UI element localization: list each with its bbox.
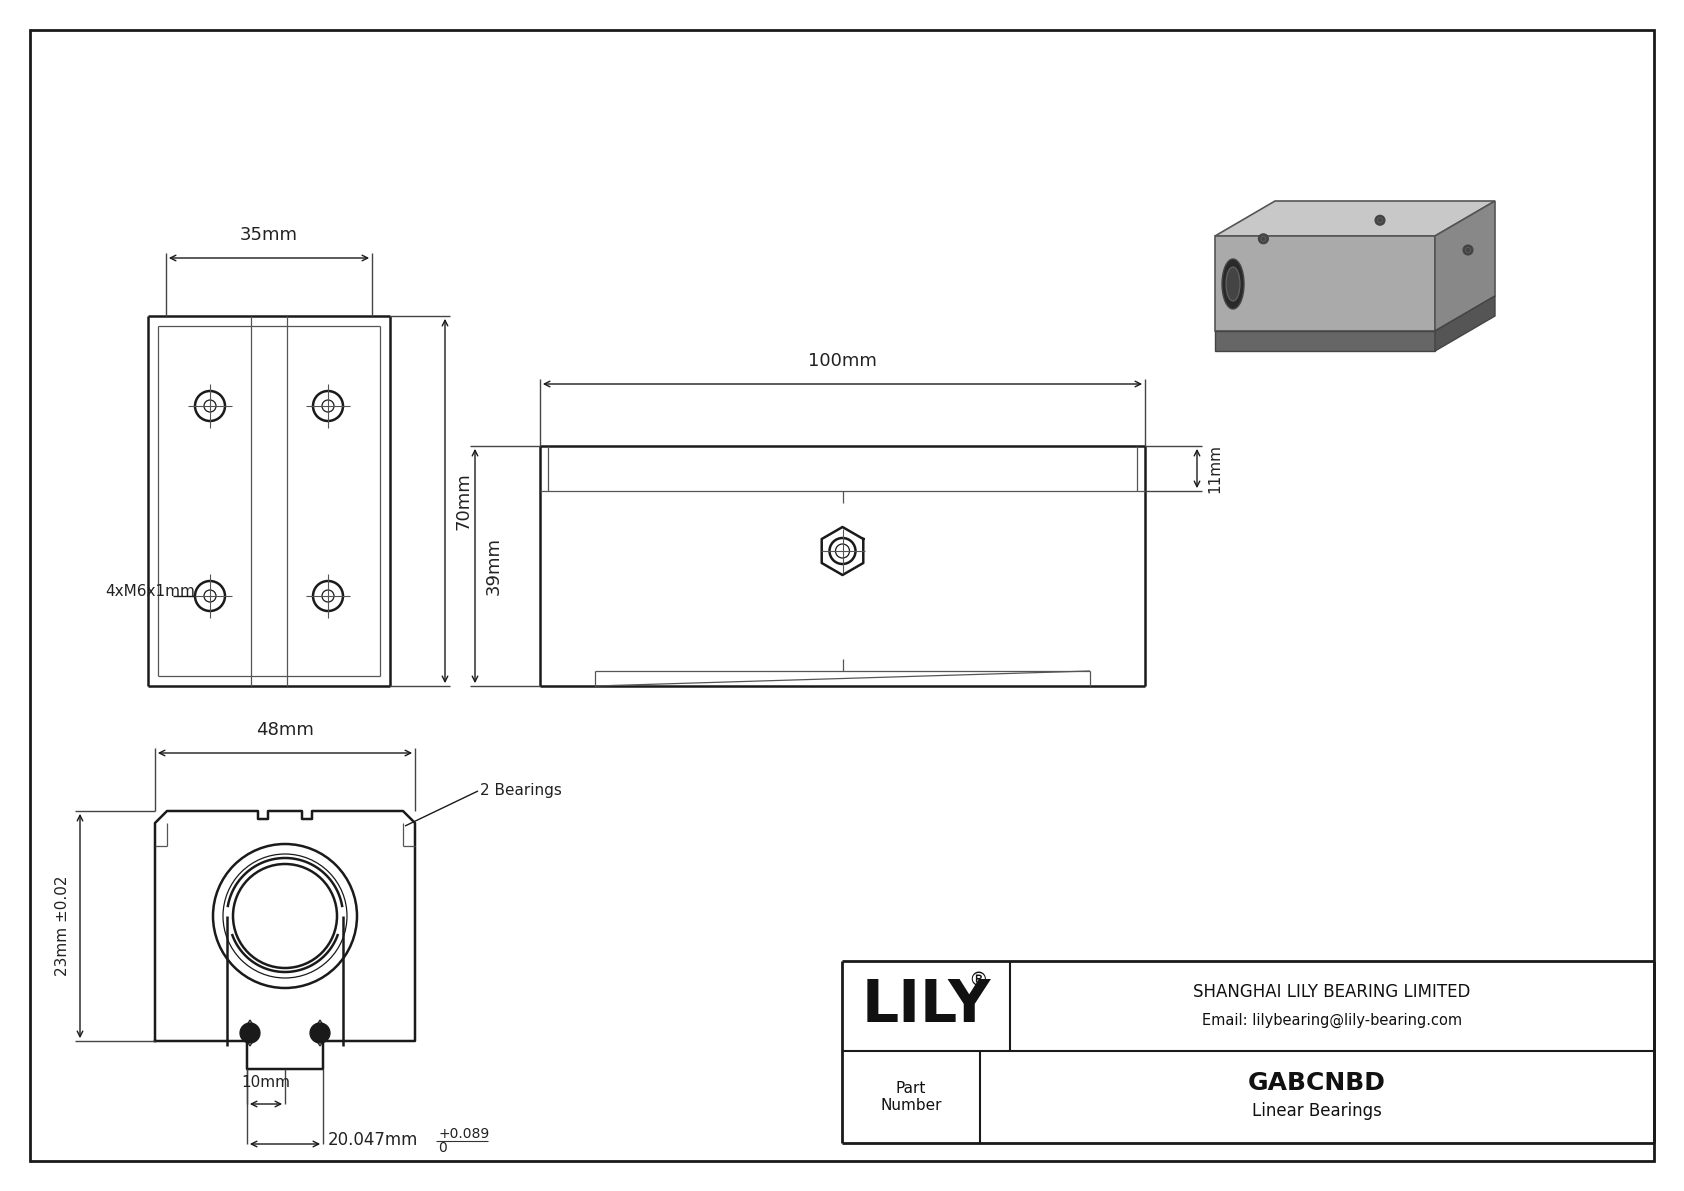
Text: Linear Bearings: Linear Bearings (1253, 1102, 1383, 1120)
Text: 39mm: 39mm (485, 537, 504, 596)
Polygon shape (1435, 201, 1495, 331)
Circle shape (1463, 245, 1474, 255)
Text: Part
Number: Part Number (881, 1080, 941, 1114)
Text: +0.089: +0.089 (438, 1127, 490, 1141)
Text: 23mm ±0.02: 23mm ±0.02 (56, 875, 71, 977)
Text: LILY: LILY (861, 978, 990, 1035)
Circle shape (241, 1023, 259, 1043)
Polygon shape (1214, 201, 1495, 236)
Text: 11mm: 11mm (1207, 444, 1223, 493)
Text: SHANGHAI LILY BEARING LIMITED: SHANGHAI LILY BEARING LIMITED (1194, 983, 1470, 1000)
Polygon shape (1435, 297, 1495, 351)
Text: 10mm: 10mm (241, 1075, 291, 1090)
Text: 4xM6x1mm: 4xM6x1mm (104, 584, 195, 599)
Text: 100mm: 100mm (808, 353, 877, 370)
Ellipse shape (1223, 258, 1244, 308)
Ellipse shape (1226, 267, 1239, 301)
Polygon shape (1214, 331, 1435, 351)
Text: Email: lilybearing@lily-bearing.com: Email: lilybearing@lily-bearing.com (1202, 1012, 1462, 1028)
Text: GABCNBD: GABCNBD (1248, 1071, 1386, 1095)
Circle shape (1376, 216, 1384, 225)
Polygon shape (1214, 236, 1435, 331)
Text: 2 Bearings: 2 Bearings (480, 784, 562, 798)
Text: 70mm: 70mm (455, 472, 473, 530)
Text: 20.047mm: 20.047mm (328, 1131, 418, 1149)
Text: 48mm: 48mm (256, 721, 313, 738)
Text: 0: 0 (438, 1141, 446, 1155)
Circle shape (310, 1023, 330, 1043)
Circle shape (1258, 233, 1268, 244)
Text: ®: ® (968, 972, 989, 991)
Text: 35mm: 35mm (241, 226, 298, 244)
